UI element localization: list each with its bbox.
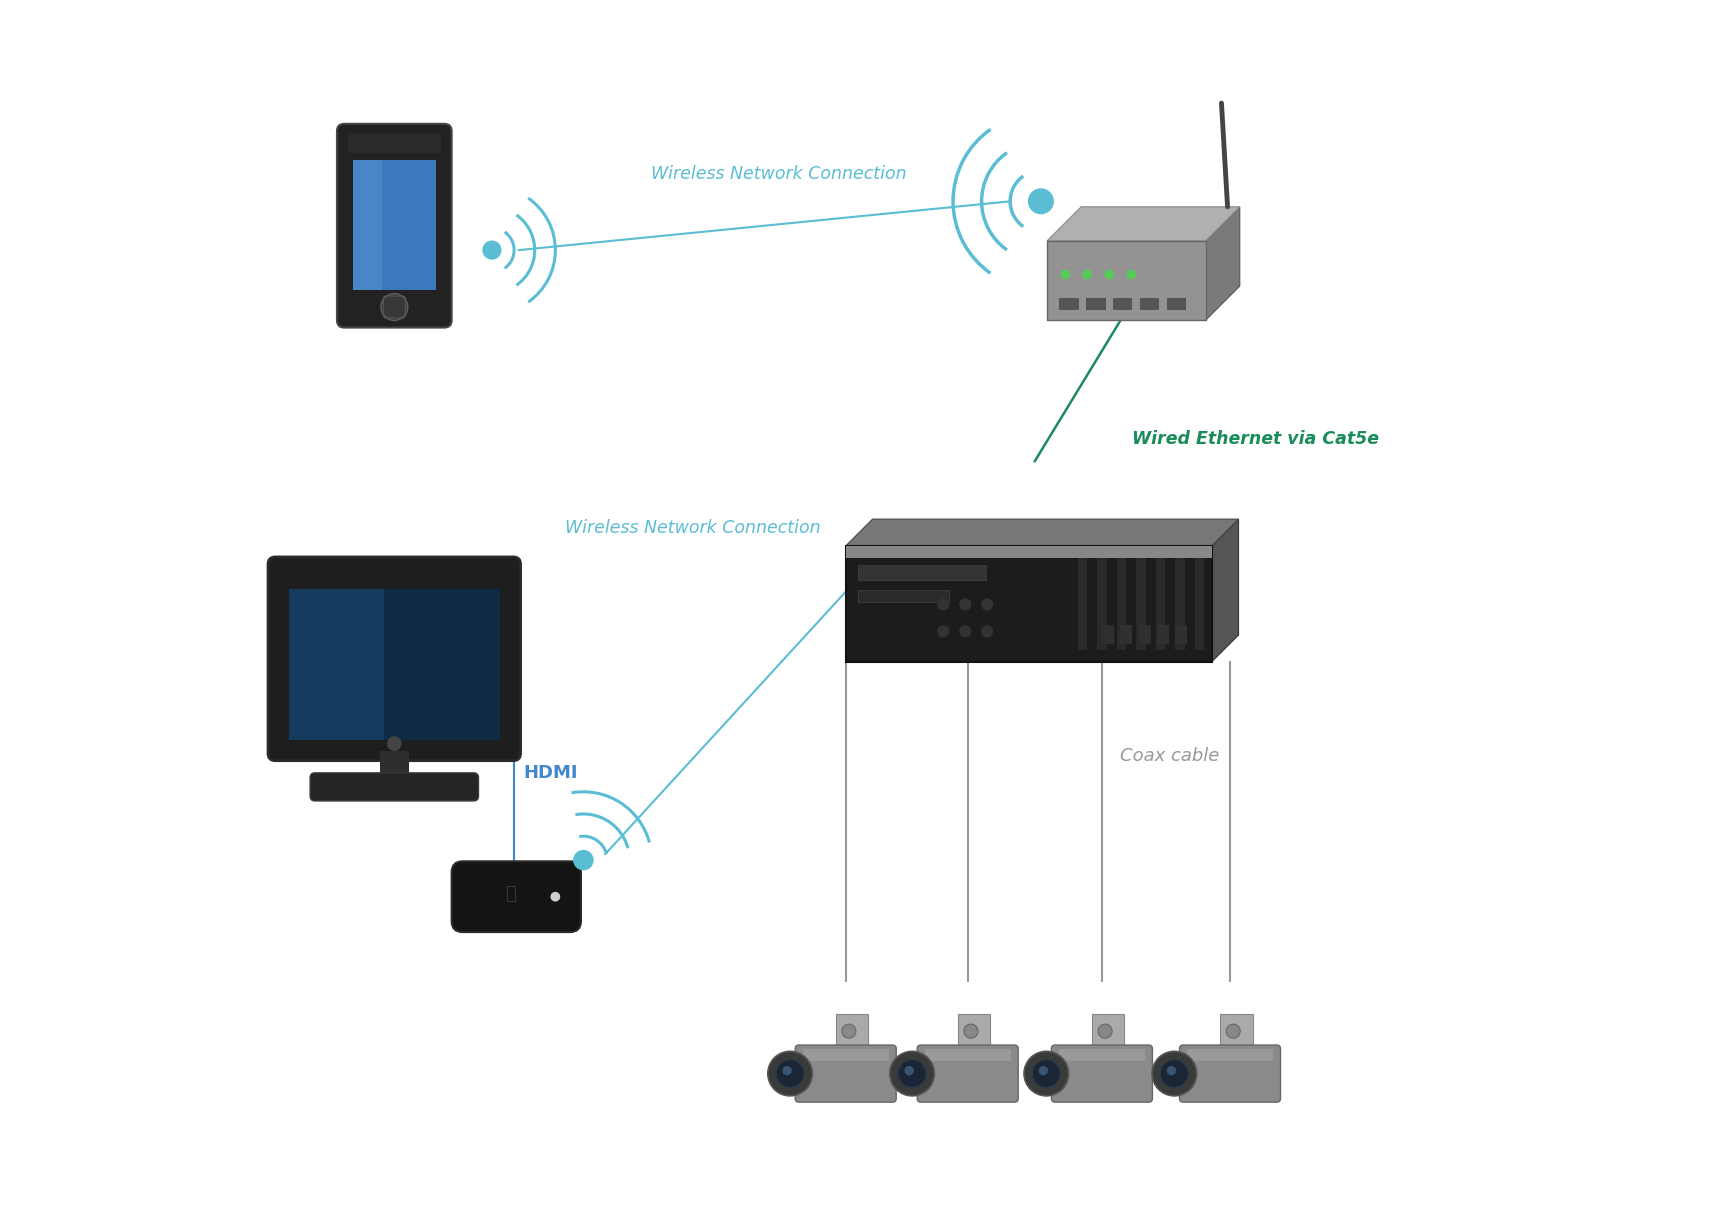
Bar (1113, 298, 1132, 310)
FancyBboxPatch shape (918, 1046, 1018, 1102)
Polygon shape (845, 520, 1239, 547)
Bar (845, 547, 1211, 661)
FancyBboxPatch shape (337, 124, 451, 328)
Bar (1047, 242, 1206, 320)
Bar (289, 589, 499, 739)
Circle shape (1104, 270, 1115, 279)
Bar (347, 134, 441, 154)
Bar (845, 545, 1211, 559)
FancyBboxPatch shape (309, 773, 479, 802)
Text: Coax cable: Coax cable (1120, 748, 1220, 765)
Circle shape (899, 1059, 926, 1088)
Circle shape (1227, 1024, 1241, 1038)
Bar (857, 590, 949, 603)
FancyBboxPatch shape (1180, 1046, 1280, 1102)
Bar (1078, 559, 1087, 649)
Circle shape (380, 294, 408, 321)
Bar (353, 160, 382, 290)
Circle shape (1166, 1066, 1177, 1075)
Polygon shape (1211, 520, 1239, 661)
Bar (1120, 625, 1132, 644)
Circle shape (776, 1059, 804, 1088)
Text: Wireless Network Connection: Wireless Network Connection (651, 165, 907, 183)
Polygon shape (1206, 206, 1239, 320)
Circle shape (964, 1024, 978, 1038)
Bar (1156, 625, 1170, 644)
Bar (1175, 559, 1185, 649)
Bar (289, 589, 384, 739)
FancyBboxPatch shape (795, 1046, 897, 1102)
Bar (1166, 298, 1185, 310)
Polygon shape (1047, 206, 1239, 242)
Bar (1194, 559, 1204, 649)
Circle shape (890, 1052, 935, 1096)
Circle shape (484, 242, 501, 259)
Bar (802, 1049, 888, 1061)
Bar (1187, 1049, 1274, 1061)
Circle shape (937, 598, 949, 610)
Circle shape (1061, 270, 1070, 279)
Bar (1156, 559, 1165, 649)
Polygon shape (836, 1014, 867, 1049)
Bar (1139, 625, 1151, 644)
Circle shape (767, 1052, 812, 1096)
Circle shape (982, 625, 994, 637)
Bar (1097, 559, 1106, 649)
FancyBboxPatch shape (451, 861, 581, 932)
Bar (1059, 1049, 1146, 1061)
Text: :  (505, 886, 515, 903)
Circle shape (959, 598, 971, 610)
Bar (1059, 298, 1078, 310)
Circle shape (574, 850, 593, 870)
Circle shape (1025, 1052, 1068, 1096)
Bar (924, 1049, 1011, 1061)
Bar (1085, 298, 1106, 310)
Circle shape (842, 1024, 855, 1038)
Circle shape (1097, 1024, 1113, 1038)
Polygon shape (1220, 1014, 1253, 1049)
Bar (380, 752, 410, 791)
Circle shape (783, 1066, 791, 1075)
Circle shape (1153, 1052, 1196, 1096)
Text: Wired Ethernet via Cat5e: Wired Ethernet via Cat5e (1132, 431, 1379, 448)
Bar (1116, 559, 1127, 649)
Bar (1135, 559, 1146, 649)
Circle shape (551, 892, 560, 902)
Circle shape (937, 625, 949, 637)
Circle shape (904, 1066, 914, 1075)
Bar (1140, 298, 1159, 310)
Circle shape (982, 598, 994, 610)
Text: HDMI: HDMI (524, 764, 579, 782)
FancyBboxPatch shape (268, 556, 520, 761)
Bar (353, 160, 435, 290)
Polygon shape (957, 1014, 990, 1049)
Circle shape (1127, 270, 1135, 279)
Circle shape (1028, 189, 1052, 213)
Bar (1102, 625, 1115, 644)
Circle shape (1159, 1059, 1189, 1088)
Circle shape (1082, 270, 1092, 279)
Bar (1175, 625, 1187, 644)
Bar (857, 566, 987, 581)
Polygon shape (1092, 1014, 1125, 1049)
Text: Wireless Network Connection: Wireless Network Connection (565, 518, 821, 537)
FancyBboxPatch shape (1051, 1046, 1153, 1102)
Circle shape (1039, 1066, 1047, 1075)
Circle shape (387, 737, 401, 752)
Circle shape (1032, 1059, 1061, 1088)
Circle shape (959, 625, 971, 637)
